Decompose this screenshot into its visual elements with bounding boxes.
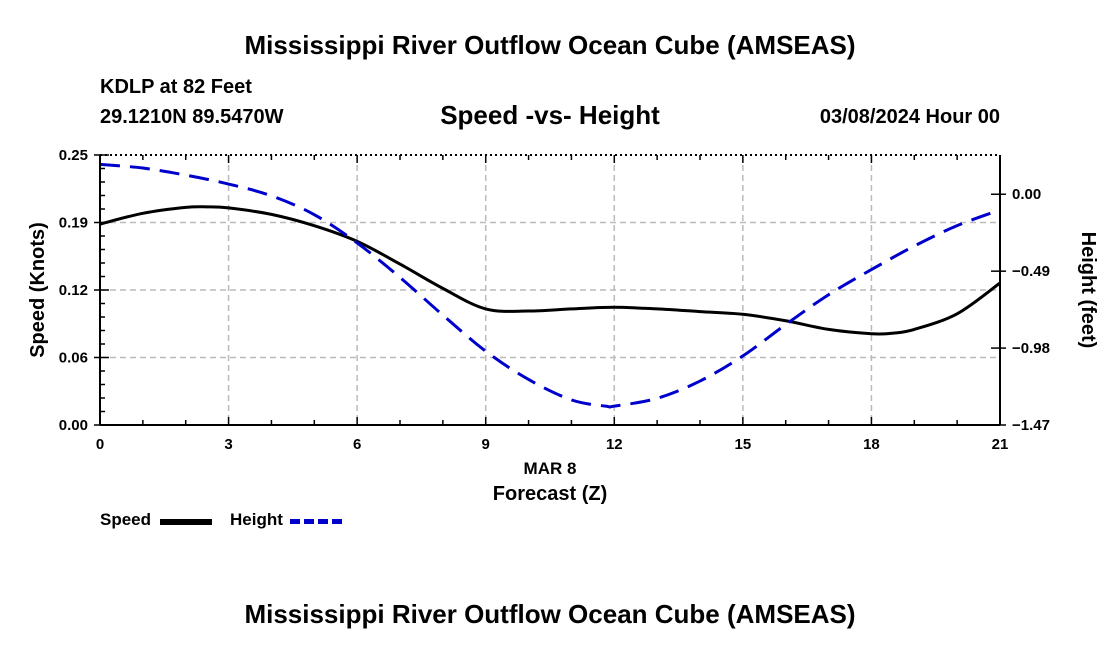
- y-axis-left-title: Speed (Knots): [27, 222, 49, 358]
- x-tick-label: 15: [735, 436, 752, 453]
- y-left-tick-label: 0.19: [59, 215, 88, 232]
- forecast-datetime: 03/08/2024 Hour 00: [819, 106, 1000, 128]
- legend-height-swatch: [290, 519, 342, 524]
- footer-title: Mississippi River Outflow Ocean Cube (AM…: [244, 599, 856, 629]
- x-tick-label: 6: [353, 436, 361, 453]
- y-right-tick-label: 0.00: [1012, 186, 1041, 203]
- legend-height-label: Height: [230, 510, 283, 529]
- x-tick-label: 21: [992, 436, 1009, 453]
- x-tick-label: 18: [863, 436, 880, 453]
- chart-subtitle: Speed -vs- Height: [440, 100, 660, 130]
- y-axis-right-title: Height (feet): [1077, 232, 1099, 349]
- axis-labels: MAR 8 Forecast (Z) Speed (Knots) Height …: [27, 222, 1099, 505]
- legend-speed-label: Speed: [100, 510, 152, 529]
- x-tick-label: 3: [224, 436, 232, 453]
- station-coordinates: 29.1210N 89.5470W: [100, 106, 284, 128]
- legend-speed-swatch: [160, 519, 212, 525]
- chart-main-title: Mississippi River Outflow Ocean Cube (AM…: [244, 30, 856, 60]
- x-axis-date-label: MAR 8: [524, 459, 577, 478]
- station-label: KDLP at 82 Feet: [100, 76, 252, 98]
- y-right-tick-label: −0.49: [1012, 263, 1050, 280]
- y-right-tick-label: −0.98: [1012, 340, 1050, 357]
- y-left-tick-label: 0.06: [59, 350, 88, 367]
- x-tick-label: 9: [482, 436, 490, 453]
- y-left-tick-label: 0.00: [59, 417, 88, 434]
- y-left-tick-label: 0.12: [59, 282, 88, 299]
- x-axis-title: Forecast (Z): [493, 483, 607, 505]
- x-tick-label: 0: [96, 436, 104, 453]
- grid-lines: [100, 155, 1000, 425]
- axes: 0 3 6 9 12 15 18 21 0.00 0.06 0.12 0.19 0.25 0.00 −0.4…: [59, 147, 1050, 453]
- y-right-tick-label: −1.47: [1012, 417, 1050, 434]
- series-line-height: [99, 162, 1001, 409]
- x-tick-label: 12: [606, 436, 623, 453]
- y-left-tick-label: 0.25: [59, 147, 88, 164]
- series-lines: [99, 162, 1001, 409]
- series-line-speed: [99, 205, 1001, 336]
